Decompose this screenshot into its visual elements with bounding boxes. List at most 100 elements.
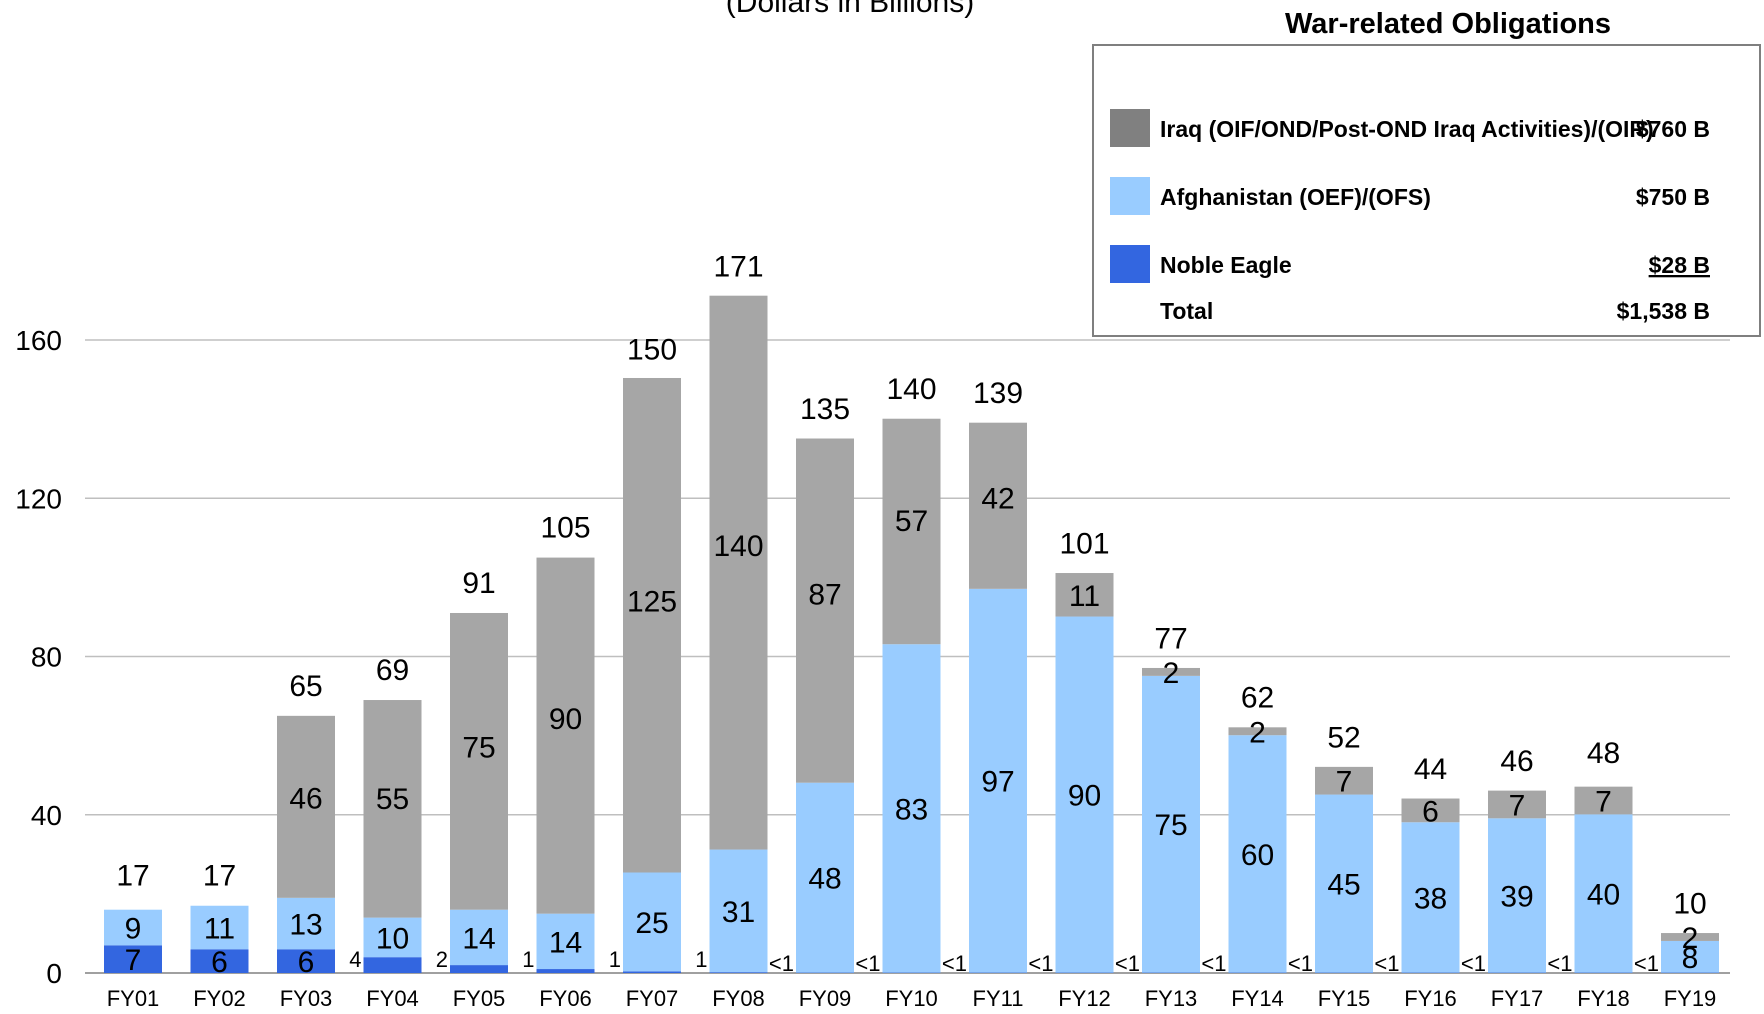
- bar-segment-afghanistan: [796, 782, 854, 973]
- legend-amount-noble-eagle: $28 B: [1649, 252, 1710, 278]
- x-tick-label: FY05: [453, 986, 506, 1011]
- x-tick-label: FY13: [1145, 986, 1198, 1011]
- x-tick-label: FY03: [280, 986, 333, 1011]
- x-tick-label: FY14: [1231, 986, 1284, 1011]
- label-total: 135: [800, 393, 850, 426]
- label-noble-eagle: <1: [1115, 951, 1140, 976]
- label-total: 77: [1154, 622, 1187, 655]
- y-tick-label: 80: [31, 642, 62, 673]
- label-total: 150: [627, 334, 677, 367]
- label-afghanistan: 97: [981, 766, 1014, 799]
- label-noble-eagle: <1: [1288, 951, 1313, 976]
- label-afghanistan: 48: [808, 863, 841, 896]
- bar-group-FY06: 1 14 90 105: [522, 512, 595, 973]
- label-afghanistan: 38: [1414, 882, 1447, 915]
- x-tick-label: FY01: [107, 986, 160, 1011]
- bar-segment-iraq: [1661, 933, 1719, 941]
- legend-total-label: Total: [1160, 298, 1213, 324]
- x-axis-ticks: FY01 FY02 FY03 FY04 FY05 FY06 FY07 FY08 FY09 FY10…: [107, 986, 1717, 1011]
- label-afghanistan: 90: [1068, 780, 1101, 813]
- x-tick-label: FY07: [626, 986, 679, 1011]
- bar-group-FY02: 611 17: [190, 860, 249, 979]
- bar-group-FY08: 1 31 140 171: [695, 250, 768, 973]
- bar-group-FY14: <1 60 262: [1201, 682, 1287, 976]
- label-total: 52: [1327, 721, 1360, 754]
- label-iraq: 2: [1163, 657, 1180, 690]
- bar-group-FY13: <1 75 277: [1115, 622, 1200, 976]
- legend-amount-afghanistan: $750 B: [1636, 184, 1710, 210]
- y-tick-label: 40: [31, 800, 62, 831]
- bar-segment-iraq: [1055, 573, 1114, 617]
- legend: War-related Obligations Iraq (OIF/OND/Po…: [1092, 8, 1761, 337]
- bar-group-FY10: <1 83 57 140: [855, 373, 941, 976]
- bar-segment-afghanistan: [277, 897, 335, 950]
- x-tick-label: FY04: [366, 986, 419, 1011]
- x-tick-label: FY10: [885, 986, 938, 1011]
- label-noble-eagle: 2: [436, 947, 448, 972]
- label-noble-eagle: 4: [349, 947, 361, 972]
- label-afghanistan: 39: [1500, 880, 1533, 913]
- label-total: 17: [116, 860, 149, 893]
- bar-segment-afghanistan: [969, 588, 1027, 973]
- label-noble-eagle: <1: [1374, 951, 1399, 976]
- bar-segment-afghanistan: [1315, 794, 1373, 973]
- label-iraq: 55: [376, 783, 409, 816]
- label-afghanistan: 9: [125, 913, 142, 946]
- bar-segment-afghanistan: [1661, 940, 1719, 973]
- bar-segment-noble-eagle: [623, 971, 681, 973]
- label-total: 139: [973, 377, 1023, 410]
- bars: 7917611176134665410556921475911149010512…: [104, 250, 1719, 979]
- label-iraq: 6: [1422, 795, 1439, 828]
- y-tick-label: 160: [15, 325, 62, 356]
- label-total: 17: [203, 860, 236, 893]
- bar-segment-iraq: [1401, 798, 1460, 823]
- label-iraq: 57: [895, 505, 928, 538]
- label-iraq: 125: [627, 586, 677, 619]
- label-iraq: 90: [549, 703, 582, 736]
- label-iraq: 7: [1336, 766, 1353, 799]
- x-tick-label: FY09: [799, 986, 852, 1011]
- legend-label-afghanistan: Afghanistan (OEF)/(OFS): [1160, 184, 1431, 210]
- bar-segment-noble-eagle: [536, 969, 595, 973]
- label-afghanistan: 14: [549, 926, 582, 959]
- legend-label-noble-eagle: Noble Eagle: [1160, 252, 1292, 278]
- bar-segment-afghanistan: [882, 644, 941, 973]
- label-noble-eagle: 6: [211, 946, 228, 979]
- bar-segment-afghanistan: [536, 913, 595, 970]
- bar-segment-afghanistan: [450, 909, 508, 966]
- x-tick-label: FY17: [1491, 986, 1544, 1011]
- bar-segment-iraq: [623, 377, 681, 873]
- x-tick-label: FY06: [539, 986, 592, 1011]
- bar-segment-iraq: [363, 700, 422, 918]
- bar-segment-noble-eagle: [450, 965, 508, 973]
- legend-box: [1092, 44, 1761, 337]
- label-afghanistan: 14: [462, 922, 495, 955]
- bar-segment-afghanistan: [1142, 675, 1200, 973]
- x-tick-label: FY19: [1664, 986, 1717, 1011]
- label-afghanistan: 40: [1587, 878, 1620, 911]
- label-afghanistan: 45: [1327, 869, 1360, 902]
- label-afghanistan: 25: [635, 907, 668, 940]
- bar-group-FY03: 6 13 46 65: [277, 670, 335, 979]
- x-tick-label: FY02: [193, 986, 246, 1011]
- bar-segment-afghanistan: [363, 917, 422, 958]
- bar-group-FY01: 79 17: [104, 860, 162, 977]
- bar-segment-afghanistan: [190, 905, 249, 950]
- bar-segment-iraq: [796, 438, 854, 783]
- label-total: 171: [713, 250, 763, 283]
- x-tick-label: FY18: [1577, 986, 1630, 1011]
- bar-segment-iraq: [1488, 790, 1546, 819]
- legend-label-iraq: Iraq (OIF/OND/Post-OND Iraq Activities)/…: [1160, 116, 1654, 142]
- label-iraq: 11: [1069, 580, 1100, 613]
- bar-segment-iraq: [882, 418, 941, 645]
- bar-group-FY18: <1 40 7 48: [1547, 737, 1633, 976]
- bar-group-FY09: <1 48 87 135: [769, 393, 854, 976]
- label-afghanistan: 31: [722, 896, 755, 929]
- x-tick-label: FY11: [973, 986, 1024, 1011]
- bar-group-FY16: <1 38 6 44: [1374, 753, 1460, 976]
- bar-segment-noble-eagle: [709, 972, 768, 973]
- bar-group-FY12: <1 90 11 101: [1028, 527, 1114, 976]
- label-noble-eagle: <1: [1547, 951, 1572, 976]
- label-noble-eagle: <1: [1028, 951, 1053, 976]
